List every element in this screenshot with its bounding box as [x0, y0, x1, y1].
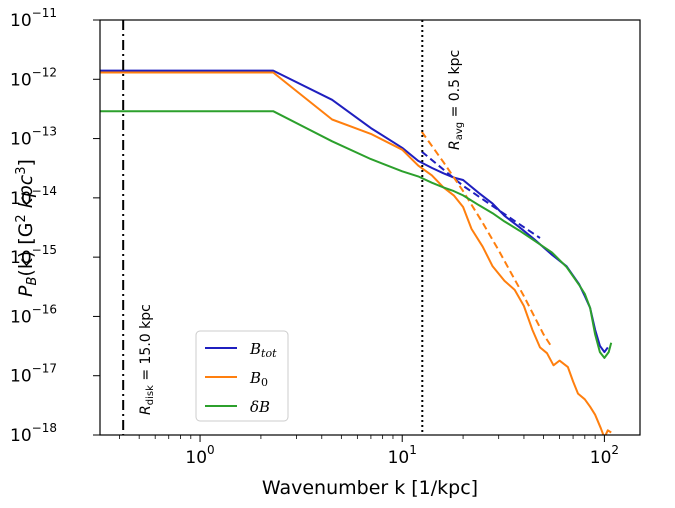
y-tick-label-exp: −14: [32, 184, 57, 198]
y-tick-label-base: 10: [10, 189, 32, 209]
y-tick-label-exp: −17: [32, 362, 57, 376]
x-tick-label: 101: [388, 443, 417, 468]
y-tick-label: 10−12: [10, 65, 57, 90]
y-axis-label-sub: B: [25, 277, 40, 286]
y-axis-label-unit: kpc: [15, 174, 37, 214]
series-line-b-0-fit: [420, 131, 553, 348]
y-tick-label: 10−17: [10, 362, 57, 387]
x-tick-label-base: 10: [590, 448, 612, 468]
x-tick-label-exp: 2: [611, 443, 619, 457]
legend-box: [195, 330, 289, 422]
x-tick-label: 102: [590, 443, 619, 468]
y-tick-label: 10−13: [10, 125, 57, 150]
y-tick-label-exp: −16: [32, 302, 57, 316]
vline-label-ravg: Ravg = 0.5 kpc: [447, 50, 465, 150]
y-axis-label-sup2: 3: [14, 166, 29, 174]
y-tick-label-base: 10: [10, 130, 32, 150]
x-tick-label-base: 10: [388, 448, 410, 468]
vline-label-rdisk: Rdisk = 15.0 kpc: [138, 304, 156, 415]
y-tick-label: 10−14: [10, 184, 57, 209]
y-axis-label-sup1: 2: [14, 214, 29, 222]
y-axis-label: PB(k) [G2 kpc3]: [14, 159, 40, 297]
y-tick-label-exp: −13: [32, 125, 57, 139]
series-layer: [100, 69, 613, 435]
legend-label-deltab: δB: [250, 398, 270, 416]
vline-layer: [122, 20, 424, 435]
vline-label-ravg-main: R: [447, 140, 463, 150]
tick-labels: 100 101 10210−1110−1210−1310−1410−1510−161…: [10, 6, 619, 468]
legend-label-b0-sub: 0: [261, 376, 268, 389]
y-axis-label-p: P: [15, 285, 37, 297]
series-line-b-tot-fit: [421, 150, 541, 239]
ticks-layer: [93, 19, 605, 442]
plot-area: [100, 20, 640, 435]
y-tick-label-base: 10: [10, 248, 32, 268]
y-axis-label-mid: (k) [G: [15, 223, 37, 277]
vline-label-rdisk-main: R: [138, 405, 154, 415]
x-tick-label: 100: [185, 443, 214, 468]
y-tick-label-base: 10: [10, 307, 32, 327]
y-tick-label-base: 10: [10, 367, 32, 387]
y-tick-label: 10−18: [10, 421, 57, 446]
vline-label-rdisk-rest: = 15.0 kpc: [138, 304, 154, 385]
y-axis-label-end: ]: [15, 159, 37, 166]
legend-label-btot: Btot: [249, 340, 277, 360]
legend-label-b0: B0: [249, 369, 268, 389]
legend: Btot B0 δB: [195, 330, 289, 422]
y-tick-label: 10−16: [10, 302, 57, 327]
y-tick-label: 10−11: [10, 6, 57, 31]
x-tick-label-exp: 0: [207, 443, 215, 457]
series-line-deltab: [100, 110, 613, 359]
legend-label-deltab-main: δB: [250, 398, 270, 416]
y-tick-label-exp: −18: [32, 421, 57, 435]
x-axis-label: Wavenumber k [1/kpc]: [262, 477, 478, 499]
plot-frame: [99, 19, 641, 436]
y-tick-label-base: 10: [10, 11, 32, 31]
series-line-b-0: [100, 71, 612, 435]
vline-label-ravg-rest: = 0.5 kpc: [447, 50, 463, 122]
vline-label-rdisk-sub: disk: [145, 385, 156, 405]
y-tick-label-exp: −15: [32, 243, 57, 257]
legend-label-b0-main: B: [249, 369, 261, 387]
y-tick-label-exp: −11: [32, 6, 57, 20]
x-tick-label-exp: 1: [409, 443, 417, 457]
legend-label-btot-main: B: [249, 340, 261, 358]
y-tick-label-base: 10: [10, 70, 32, 90]
y-tick-label-exp: −12: [32, 65, 57, 79]
legend-label-btot-sub: tot: [261, 347, 277, 360]
x-tick-label-base: 10: [185, 448, 207, 468]
y-tick-label-base: 10: [10, 426, 32, 446]
vline-label-ravg-sub: avg: [454, 122, 465, 140]
y-tick-label: 10−15: [10, 243, 57, 268]
